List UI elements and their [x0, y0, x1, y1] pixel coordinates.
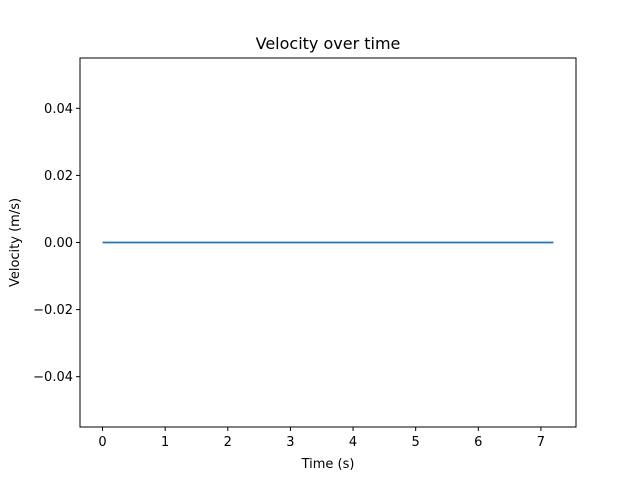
x-tick-label: 7: [537, 435, 545, 450]
y-tick-label: 0.04: [44, 102, 73, 117]
x-tick-label: 6: [474, 435, 482, 450]
y-tick-label: −0.02: [33, 303, 73, 318]
x-axis-label: Time (s): [301, 457, 355, 472]
y-tick-label: −0.04: [33, 370, 73, 385]
x-tick-label: 0: [98, 435, 106, 450]
y-tick-label: 0.02: [44, 169, 73, 184]
y-axis-label: Velocity (m/s): [8, 198, 23, 287]
chart-title: Velocity over time: [256, 34, 401, 53]
y-tick-label: 0.00: [44, 236, 73, 251]
y-axis-ticks: −0.04 −0.02 0.00 0.02 0.04: [33, 102, 80, 385]
x-tick-label: 3: [286, 435, 294, 450]
x-tick-label: 5: [412, 435, 420, 450]
x-axis-ticks: 0 1 2 3 4 5 6 7: [98, 427, 545, 450]
x-tick-label: 2: [224, 435, 232, 450]
x-tick-label: 4: [349, 435, 357, 450]
x-tick-label: 1: [161, 435, 169, 450]
